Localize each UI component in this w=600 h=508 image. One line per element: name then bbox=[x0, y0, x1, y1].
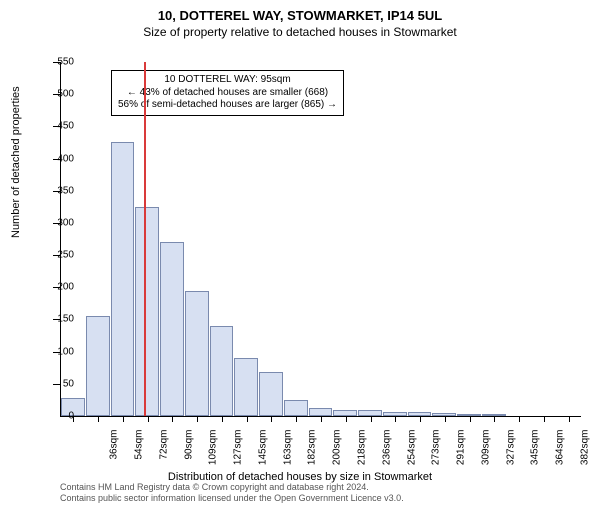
x-tick-label: 309sqm bbox=[480, 430, 491, 475]
x-tick bbox=[519, 416, 520, 422]
y-axis-title: Number of detached properties bbox=[10, 86, 22, 238]
x-tick bbox=[544, 416, 545, 422]
x-tick bbox=[321, 416, 322, 422]
x-tick bbox=[371, 416, 372, 422]
annotation-box: 10 DOTTEREL WAY: 95sqm ← 43% of detached… bbox=[111, 70, 344, 116]
y-tick-label: 0 bbox=[44, 411, 74, 422]
x-tick bbox=[197, 416, 198, 422]
x-tick-label: 182sqm bbox=[307, 430, 318, 475]
bar bbox=[309, 408, 333, 416]
bar bbox=[284, 400, 308, 416]
x-tick bbox=[247, 416, 248, 422]
x-tick bbox=[271, 416, 272, 422]
y-tick-label: 400 bbox=[44, 153, 74, 164]
annotation-line2: ← 43% of detached houses are smaller (66… bbox=[118, 87, 337, 100]
x-tick-label: 163sqm bbox=[282, 430, 293, 475]
x-tick-label: 36sqm bbox=[109, 430, 120, 475]
x-tick bbox=[470, 416, 471, 422]
bar bbox=[135, 207, 159, 416]
x-tick bbox=[296, 416, 297, 422]
x-tick-label: 90sqm bbox=[183, 430, 194, 475]
x-tick bbox=[222, 416, 223, 422]
x-tick-label: 127sqm bbox=[233, 430, 244, 475]
footer-line2: Contains public sector information licen… bbox=[60, 493, 404, 504]
x-tick-label: 54sqm bbox=[134, 430, 145, 475]
x-tick bbox=[346, 416, 347, 422]
x-tick bbox=[395, 416, 396, 422]
x-tick bbox=[569, 416, 570, 422]
x-tick-label: 236sqm bbox=[381, 430, 392, 475]
footer-line1: Contains HM Land Registry data © Crown c… bbox=[60, 482, 404, 493]
annotation-line3: 56% of semi-detached houses are larger (… bbox=[118, 99, 337, 112]
y-tick-label: 100 bbox=[44, 346, 74, 357]
y-tick-label: 150 bbox=[44, 314, 74, 325]
y-tick-label: 500 bbox=[44, 89, 74, 100]
y-tick-label: 350 bbox=[44, 185, 74, 196]
x-tick-label: 382sqm bbox=[579, 430, 590, 475]
chart-area: 10 DOTTEREL WAY: 95sqm ← 43% of detached… bbox=[60, 62, 581, 417]
page-subtitle: Size of property relative to detached ho… bbox=[0, 25, 600, 39]
reference-line bbox=[144, 62, 146, 416]
bar bbox=[259, 372, 283, 416]
x-tick bbox=[494, 416, 495, 422]
bar bbox=[160, 242, 184, 416]
x-tick bbox=[172, 416, 173, 422]
x-tick-label: 327sqm bbox=[505, 430, 516, 475]
bar bbox=[86, 316, 110, 416]
annotation-line1: 10 DOTTEREL WAY: 95sqm bbox=[118, 74, 337, 87]
chart-container: 10, DOTTEREL WAY, STOWMARKET, IP14 5UL S… bbox=[0, 8, 600, 508]
x-tick bbox=[123, 416, 124, 422]
x-tick-label: 254sqm bbox=[406, 430, 417, 475]
y-tick-label: 200 bbox=[44, 282, 74, 293]
x-tick-label: 200sqm bbox=[332, 430, 343, 475]
x-tick-label: 364sqm bbox=[555, 430, 566, 475]
y-tick-label: 50 bbox=[44, 378, 74, 389]
footer: Contains HM Land Registry data © Crown c… bbox=[60, 482, 404, 504]
x-tick bbox=[98, 416, 99, 422]
y-tick-label: 550 bbox=[44, 57, 74, 68]
bar bbox=[234, 358, 258, 416]
x-tick-label: 345sqm bbox=[530, 430, 541, 475]
x-tick-label: 145sqm bbox=[257, 430, 268, 475]
bar bbox=[210, 326, 234, 416]
y-tick-label: 450 bbox=[44, 121, 74, 132]
bar bbox=[111, 142, 135, 416]
y-tick-label: 250 bbox=[44, 250, 74, 261]
page-title: 10, DOTTEREL WAY, STOWMARKET, IP14 5UL bbox=[0, 8, 600, 23]
x-tick-label: 109sqm bbox=[208, 430, 219, 475]
bar bbox=[185, 291, 209, 417]
x-tick-label: 273sqm bbox=[431, 430, 442, 475]
x-tick-label: 72sqm bbox=[158, 430, 169, 475]
x-tick bbox=[445, 416, 446, 422]
x-tick-label: 291sqm bbox=[456, 430, 467, 475]
x-tick bbox=[148, 416, 149, 422]
x-tick-label: 218sqm bbox=[357, 430, 368, 475]
x-tick bbox=[420, 416, 421, 422]
y-tick-label: 300 bbox=[44, 217, 74, 228]
